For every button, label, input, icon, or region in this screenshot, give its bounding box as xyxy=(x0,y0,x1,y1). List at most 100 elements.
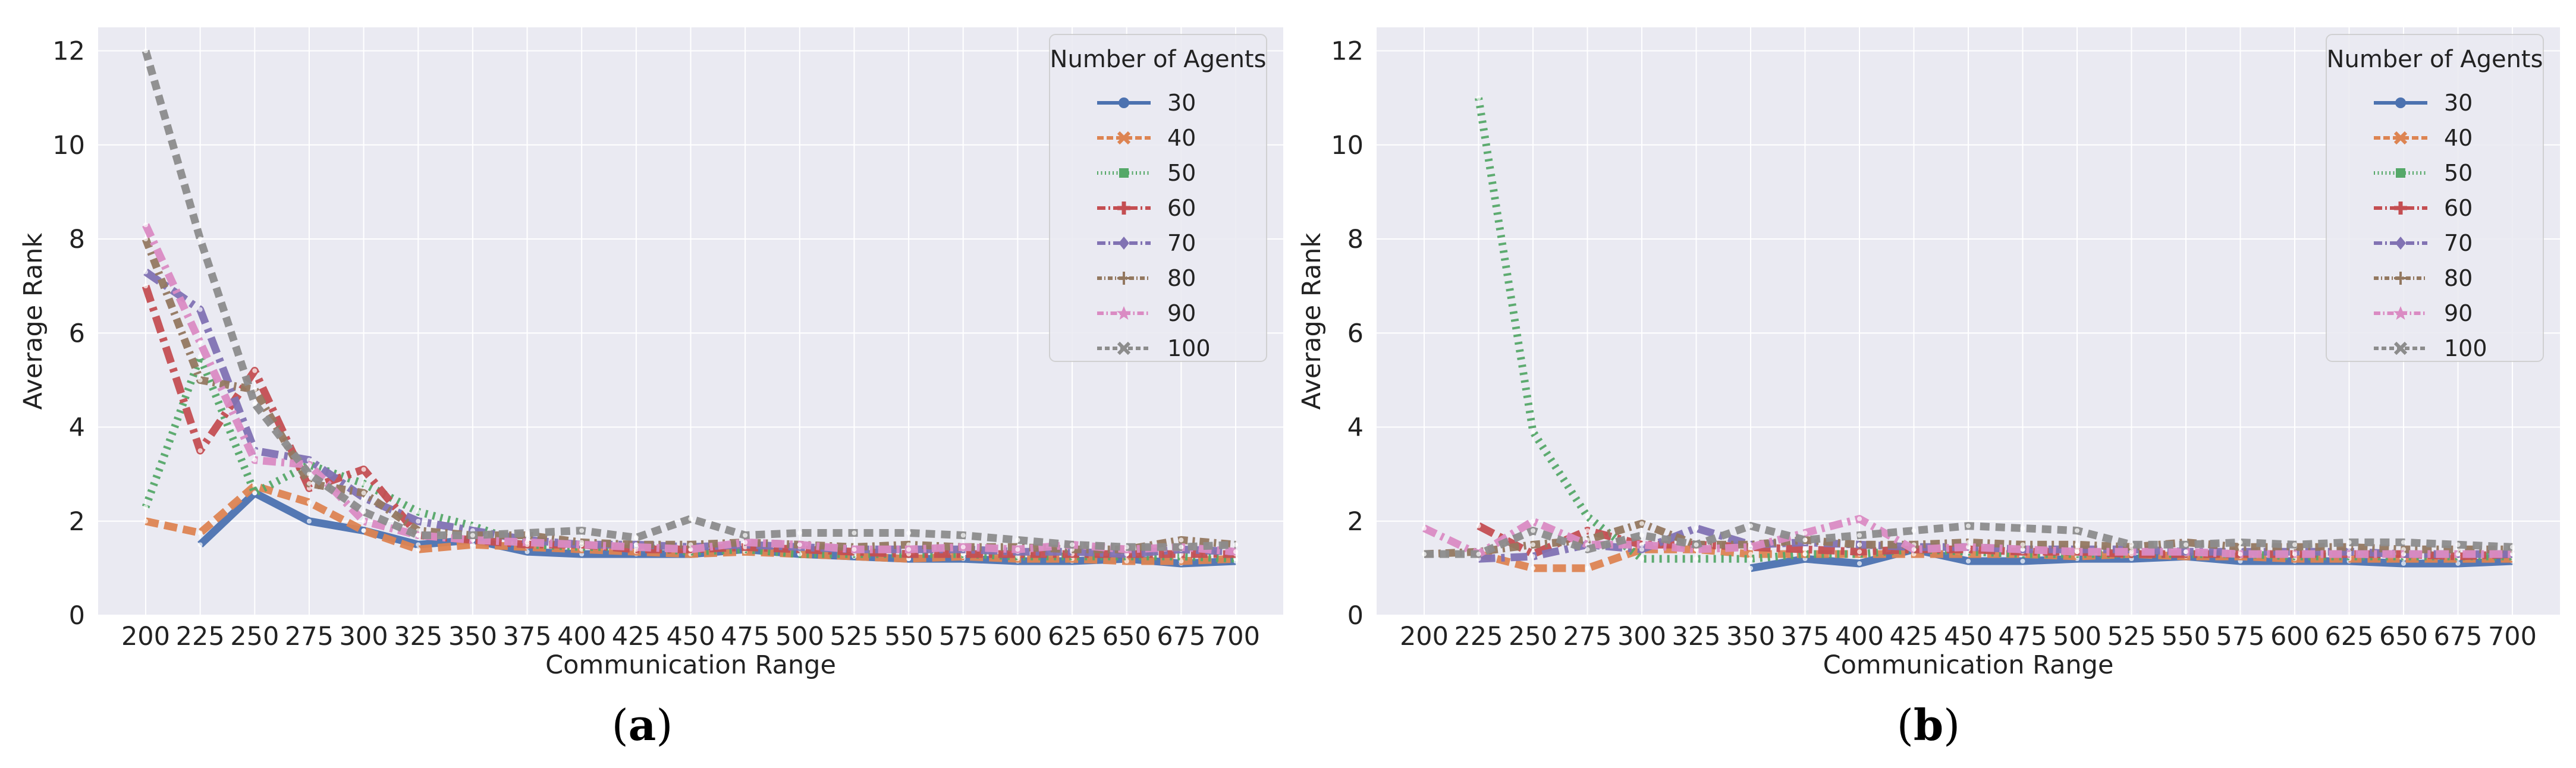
legend-entry-60: 60 xyxy=(2374,195,2473,221)
y-tick-label: 0 xyxy=(1347,601,1364,631)
legend-label: 40 xyxy=(1167,125,1196,151)
legend-label: 100 xyxy=(2444,335,2487,361)
x-tick-label: 475 xyxy=(1998,622,2047,651)
data-point-70 xyxy=(1694,525,1699,531)
data-point-100 xyxy=(1966,523,1971,528)
data-point-60 xyxy=(143,284,148,289)
data-point-100 xyxy=(1802,537,1808,543)
x-tick-label: 450 xyxy=(1944,622,1993,651)
data-point-90 xyxy=(2075,549,2079,555)
x-tick-label: 300 xyxy=(340,622,388,651)
data-point-90 xyxy=(743,540,748,545)
data-point-70 xyxy=(197,307,203,312)
legend-marker xyxy=(2393,306,2408,320)
legend-marker xyxy=(2395,97,2406,108)
data-point-100 xyxy=(2020,525,2025,531)
data-point-50 xyxy=(143,505,148,510)
data-point-40 xyxy=(1748,552,1753,557)
y-tick-label: 2 xyxy=(1347,507,1364,537)
data-point-100 xyxy=(906,530,912,536)
data-point-60 xyxy=(252,368,257,373)
data-point-90 xyxy=(1015,547,1020,552)
legend-entry-90: 90 xyxy=(1097,300,1196,326)
legend-entry-60: 60 xyxy=(1097,195,1196,221)
y-axis-label: Average Rank xyxy=(1297,233,1327,410)
data-point-100 xyxy=(2510,544,2515,550)
data-point-80 xyxy=(361,490,366,496)
x-tick-label: 525 xyxy=(830,622,878,651)
data-point-90 xyxy=(1911,547,1917,552)
x-tick-label: 300 xyxy=(1617,622,1666,651)
data-point-100 xyxy=(743,533,748,538)
x-tick-label: 550 xyxy=(884,622,933,651)
x-tick-label: 225 xyxy=(1454,622,1503,651)
x-tick-label: 250 xyxy=(1509,622,1557,651)
legend-title: Number of Agents xyxy=(1050,46,1267,73)
x-tick-label: 700 xyxy=(2488,622,2537,651)
y-tick-label: 8 xyxy=(69,225,85,254)
y-axis-label: Average Rank xyxy=(18,233,48,410)
panel-caption: (b) xyxy=(1897,700,1961,750)
data-point-60 xyxy=(197,448,203,454)
legend-entry-70: 70 xyxy=(1097,230,1196,256)
data-point-80 xyxy=(1857,542,1862,547)
y-tick-label: 0 xyxy=(69,601,85,631)
legend-marker xyxy=(2396,168,2405,178)
legend-entry-70: 70 xyxy=(2374,230,2473,256)
x-tick-label: 425 xyxy=(612,622,661,651)
legend-marker xyxy=(1117,272,1130,285)
data-point-70 xyxy=(143,269,148,275)
legend-marker xyxy=(1117,131,1131,145)
data-point-100 xyxy=(197,237,203,242)
data-point-60 xyxy=(1585,528,1590,533)
data-point-100 xyxy=(2455,542,2461,547)
series-100 xyxy=(1422,522,2515,558)
data-point-80 xyxy=(306,481,312,486)
x-tick-label: 425 xyxy=(1889,622,1938,651)
data-point-40 xyxy=(1531,565,1535,571)
y-tick-label: 4 xyxy=(69,413,85,443)
x-tick-label: 250 xyxy=(230,622,279,651)
data-point-30 xyxy=(1966,559,1971,564)
x-tick-label: 275 xyxy=(1563,622,1611,651)
legend-marker xyxy=(2393,341,2408,355)
data-point-100 xyxy=(633,535,639,540)
legend-label: 90 xyxy=(1167,300,1196,326)
data-point-90 xyxy=(1233,549,1238,555)
x-tick-label: 475 xyxy=(721,622,769,651)
data-point-90 xyxy=(1639,542,1644,547)
legend-entry-80: 80 xyxy=(1097,265,1196,291)
data-point-100 xyxy=(1911,528,1917,533)
data-point-90 xyxy=(2292,552,2297,557)
legend-label: 80 xyxy=(2444,265,2473,291)
data-point-90 xyxy=(1422,525,1427,531)
x-tick-label: 325 xyxy=(1672,622,1720,651)
data-point-30 xyxy=(1748,565,1753,571)
series-line-90 xyxy=(142,223,1236,556)
x-tick-label: 650 xyxy=(2379,622,2428,651)
x-tick-label: 350 xyxy=(448,622,497,651)
legend-entry-50: 50 xyxy=(1097,160,1196,186)
x-tick-label: 675 xyxy=(2433,622,2482,651)
data-point-90 xyxy=(688,547,693,552)
data-point-100 xyxy=(1179,544,1184,550)
data-point-100 xyxy=(2401,540,2406,545)
legend-entry-90: 90 xyxy=(2374,300,2473,326)
data-point-100 xyxy=(1015,537,1020,543)
series-line-100 xyxy=(142,49,1236,551)
data-point-100 xyxy=(852,530,857,536)
data-point-60 xyxy=(1476,523,1481,528)
legend-label: 50 xyxy=(2444,160,2473,186)
x-axis-label: Communication Range xyxy=(545,650,836,680)
legend-label: 30 xyxy=(1167,90,1196,116)
y-tick-label: 4 xyxy=(1347,413,1364,443)
data-point-100 xyxy=(524,530,530,536)
data-point-50 xyxy=(1531,429,1535,435)
data-point-40 xyxy=(416,547,421,552)
data-point-100 xyxy=(1070,542,1075,547)
data-point-40 xyxy=(143,518,148,524)
data-point-80 xyxy=(1179,537,1184,543)
legend-label: 30 xyxy=(2444,90,2473,116)
data-point-80 xyxy=(197,377,203,383)
data-point-90 xyxy=(1857,516,1862,521)
